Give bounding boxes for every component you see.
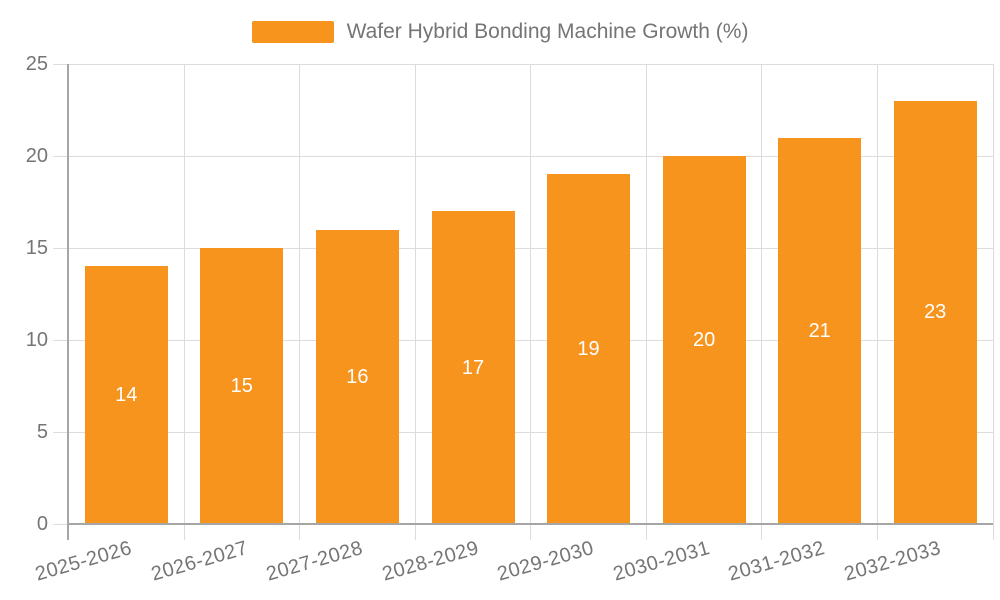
y-axis-line: [67, 64, 69, 540]
gridline-h: [52, 63, 993, 65]
gridline-v: [183, 64, 185, 540]
gridline-v: [645, 64, 647, 540]
bar-value-label: 19: [577, 338, 600, 361]
bar[interactable]: [84, 266, 168, 524]
bar-value-label: 14: [115, 384, 138, 407]
bar-value-label: 16: [346, 365, 369, 388]
x-axis-tick-label: 2025-2026: [32, 537, 135, 586]
x-axis-line: [67, 523, 993, 525]
x-axis-tick-label: 2028-2029: [379, 537, 482, 586]
y-axis-tick-label: 10: [25, 329, 48, 351]
bar-value-label: 20: [692, 329, 716, 351]
bar[interactable]: [547, 174, 630, 524]
legend: Wafer Hybrid Bonding Machine Growth (%): [0, 19, 1000, 45]
gridline-v: [876, 64, 878, 540]
gridline-v: [992, 64, 994, 540]
y-axis-tick-label: 20: [25, 145, 48, 167]
x-axis-tick-label: 2026-2027: [148, 537, 250, 586]
gridline-h: [52, 339, 993, 341]
bar-value-label: 17: [461, 356, 485, 379]
y-axis-tick-label: 15: [25, 237, 48, 259]
gridline-v: [414, 64, 416, 540]
bar[interactable]: [200, 248, 284, 524]
gridline-h: [52, 431, 993, 433]
x-axis-tick-label: 2031-2032: [726, 537, 828, 586]
x-axis-tick-label: 2032-2033: [841, 537, 944, 586]
bar-value-label: 21: [808, 319, 831, 342]
bar-value-label: 15: [230, 375, 253, 397]
legend-item[interactable]: Wafer Hybrid Bonding Machine Growth (%): [251, 20, 749, 44]
bar[interactable]: [431, 211, 515, 524]
y-axis-tick-label: 25: [25, 53, 48, 75]
bar[interactable]: [662, 156, 746, 524]
bar-value-label: 23: [924, 301, 947, 324]
x-axis-tick-label: 2030-2031: [610, 537, 713, 586]
legend-label: Wafer Hybrid Bonding Machine Growth (%): [346, 20, 749, 43]
x-axis-tick-label: 2027-2028: [264, 537, 366, 586]
bar[interactable]: [315, 229, 399, 524]
y-axis-tick-label: 0: [36, 513, 48, 535]
gridline-h: [52, 247, 993, 249]
legend-swatch-icon: [251, 21, 334, 43]
gridline-v: [530, 64, 532, 540]
y-axis-tick-label: 5: [36, 421, 48, 443]
gridline-v: [299, 64, 301, 540]
bar[interactable]: [778, 137, 862, 524]
bar[interactable]: [893, 100, 977, 524]
gridline-h: [52, 155, 993, 157]
x-axis-tick-label: 2029-2030: [495, 537, 597, 586]
gridline-v: [761, 64, 763, 540]
